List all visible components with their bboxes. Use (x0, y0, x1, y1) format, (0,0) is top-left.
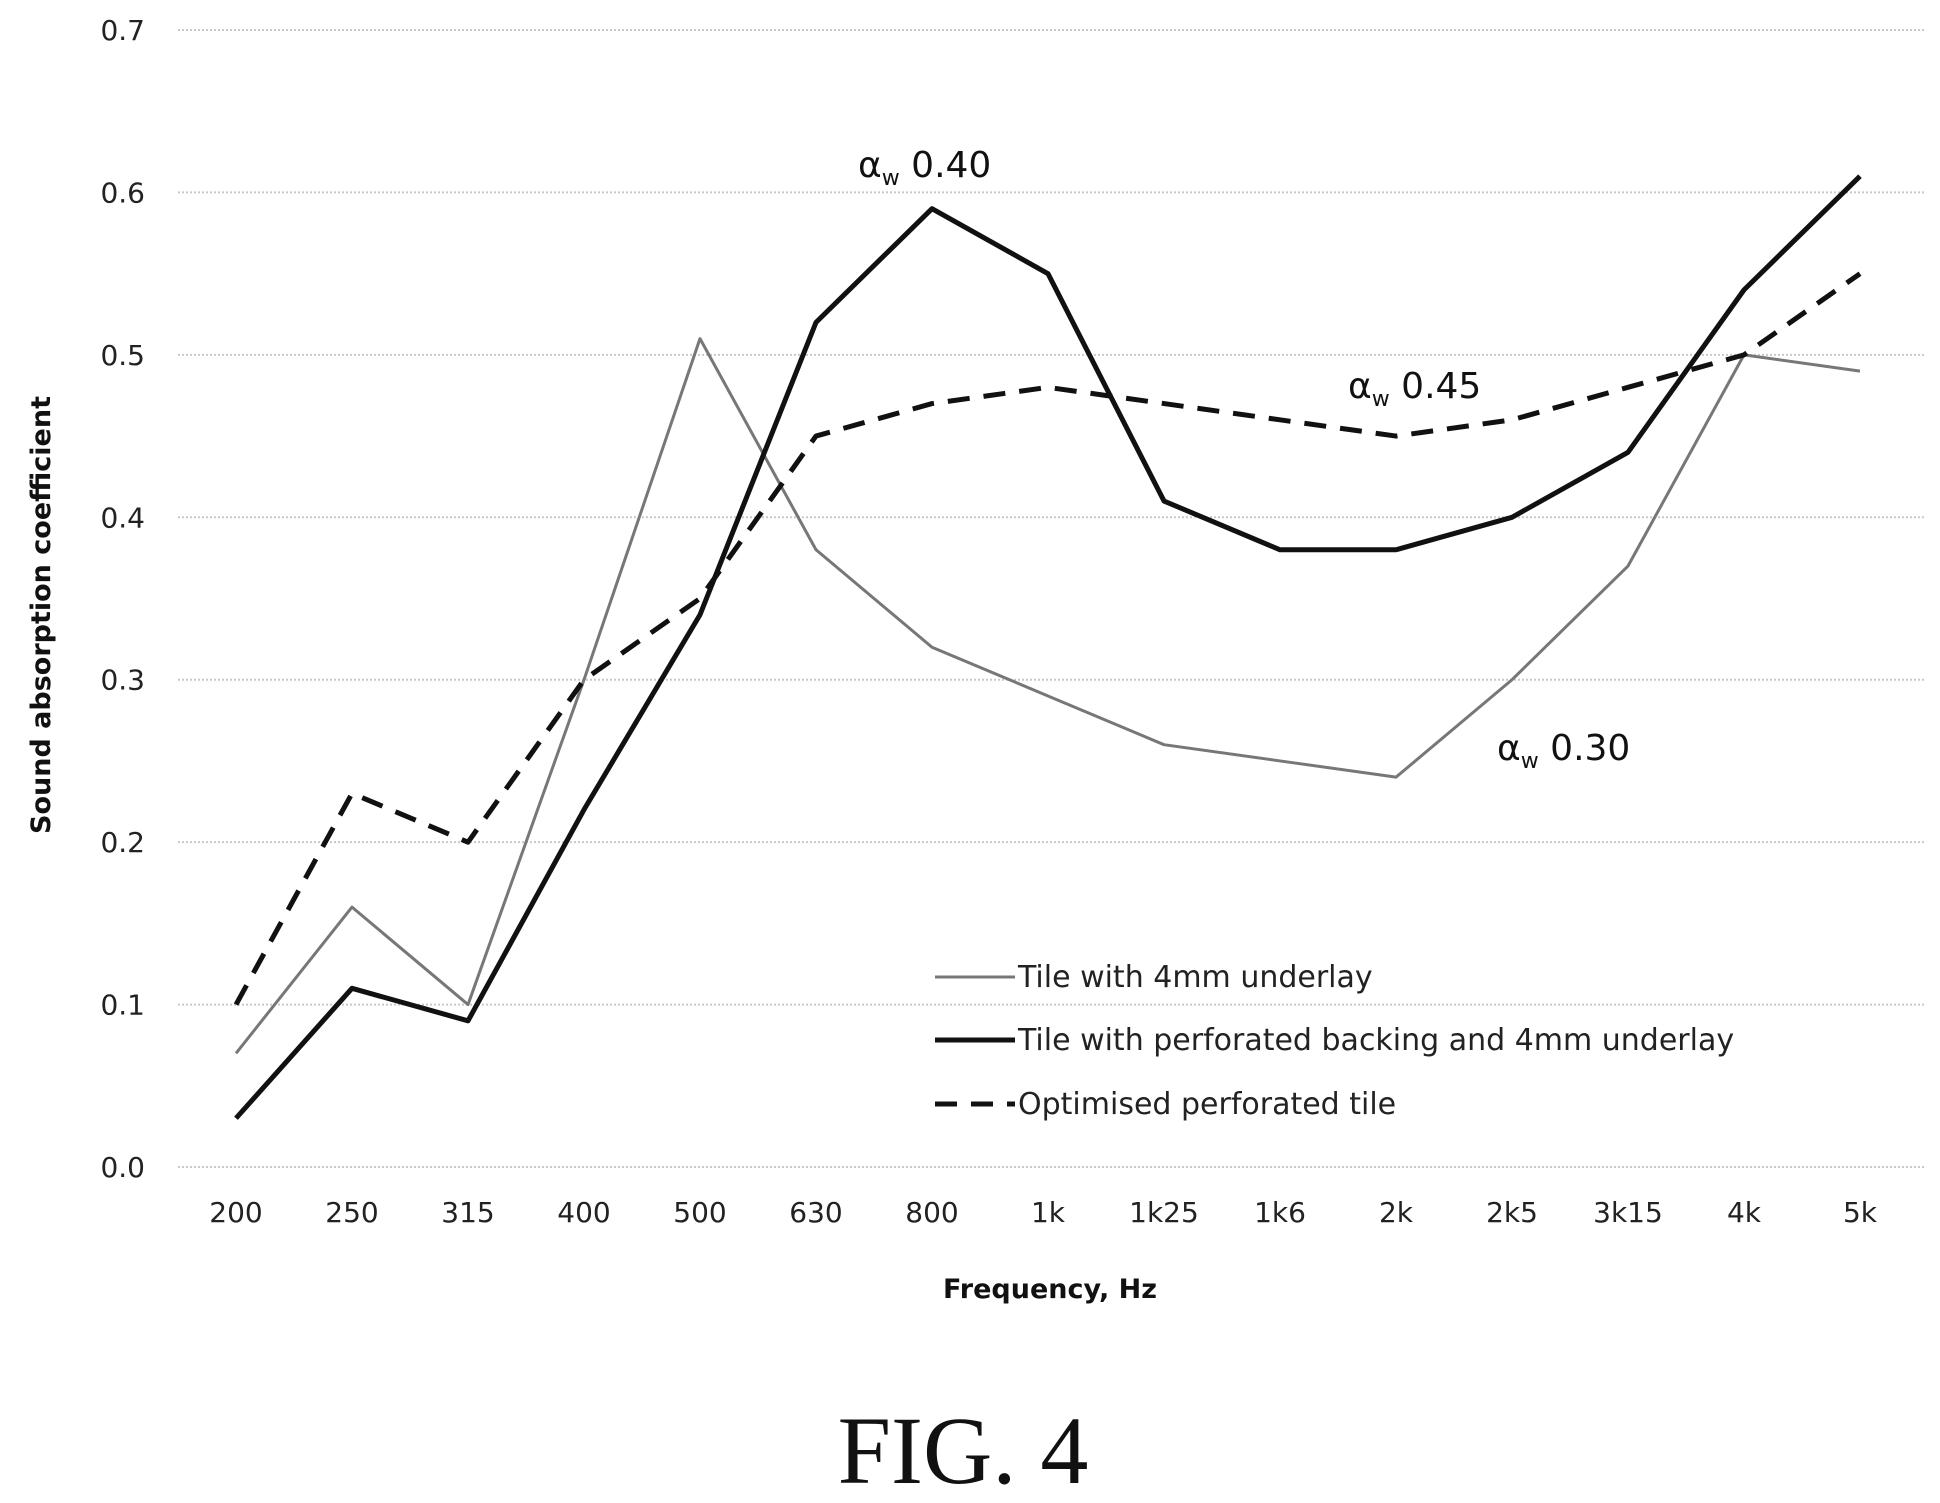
y-tick-labels: 0.0 0.1 0.2 0.3 0.4 0.5 0.6 0.7 (100, 14, 145, 1184)
x-tick-label: 5k (1843, 1196, 1878, 1229)
y-tick-label: 0.6 (100, 176, 145, 209)
x-tick-label: 315 (441, 1196, 494, 1229)
y-tick-label: 0.1 (100, 989, 145, 1022)
alpha-w-annotation: αw 0.30 (1497, 728, 1630, 774)
legend-label: Optimised perforated tile (1018, 1087, 1396, 1122)
y-tick-label: 0.4 (100, 501, 145, 534)
y-tick-label: 0.2 (100, 826, 145, 859)
legend: Tile with 4mm underlay Tile with perforat… (935, 960, 1734, 1122)
x-tick-label: 1k6 (1254, 1196, 1306, 1229)
x-tick-label: 3k15 (1593, 1196, 1663, 1229)
x-tick-label: 2k5 (1486, 1196, 1538, 1229)
x-tick-label: 4k (1727, 1196, 1762, 1229)
y-axis-title: Sound absorption coefficient (26, 396, 57, 834)
y-tick-label: 0.3 (100, 664, 145, 697)
figure-caption: FIG. 4 (838, 1397, 1089, 1503)
x-axis-title: Frequency, Hz (943, 1274, 1157, 1305)
x-tick-label: 250 (325, 1196, 378, 1229)
y-tick-label: 0.5 (100, 339, 145, 372)
x-tick-label: 400 (557, 1196, 610, 1229)
x-tick-label: 630 (789, 1196, 842, 1229)
series-lines (233, 174, 1862, 1120)
gridlines (178, 29, 1925, 1168)
x-tick-labels: 200 250 315 400 500 630 800 1k 1k25 1k6 2k 2k5 3k15 4… (209, 1196, 1878, 1229)
alpha-w-annotation: αw 0.45 (1348, 366, 1481, 412)
series-line-2 (233, 271, 1862, 1006)
y-tick-label: 0.0 (100, 1151, 145, 1184)
alpha-w-annotation: αw 0.40 (858, 145, 991, 191)
legend-label: Tile with perforated backing and 4mm und… (1017, 1023, 1734, 1058)
x-tick-label: 500 (673, 1196, 726, 1229)
x-tick-label: 200 (209, 1196, 262, 1229)
x-tick-label: 1k25 (1129, 1196, 1199, 1229)
x-tick-label: 800 (905, 1196, 958, 1229)
x-tick-label: 2k (1379, 1196, 1414, 1229)
legend-label: Tile with 4mm underlay (1017, 960, 1373, 995)
y-tick-label: 0.7 (100, 14, 145, 47)
x-tick-label: 1k (1031, 1196, 1066, 1229)
weighted-alpha-annotations: αw 0.40 αw 0.45 αw 0.30 (858, 145, 1630, 774)
